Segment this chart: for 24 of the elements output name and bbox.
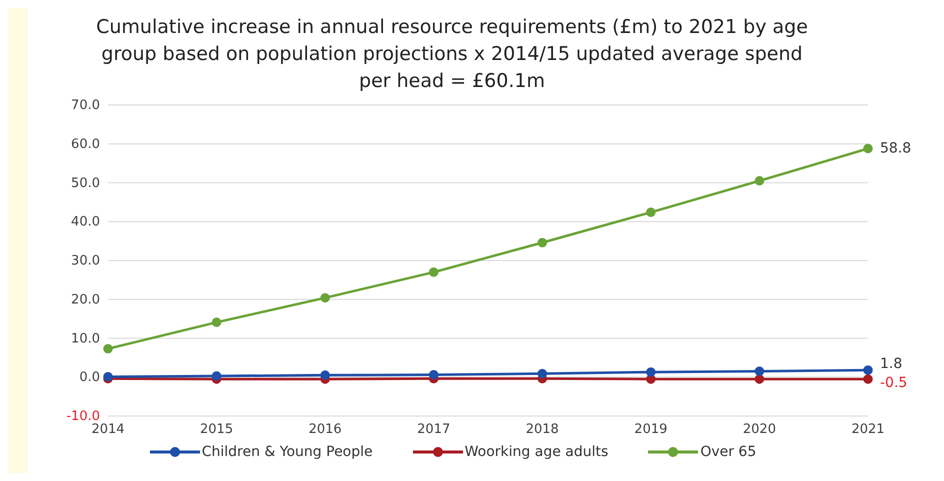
chart-title: Cumulative increase in annual resource requirements (£m) to 2021 by age group based on population projections x 2014/15 updated average spend per head = £60.1m — [95, 15, 809, 94]
x-tick-label: 2017 — [417, 422, 450, 438]
legend-label: Children & Young People — [202, 444, 373, 460]
x-tick-label: 2015 — [200, 422, 234, 438]
x-tick-label: 2020 — [742, 422, 776, 438]
y-tick-label: 10.0 — [71, 331, 100, 346]
legend-label: Over 65 — [700, 444, 756, 460]
y-tick-label: 70.0 — [71, 98, 100, 113]
data-label: 1.8 — [880, 356, 902, 372]
data-label: -0.5 — [880, 375, 908, 392]
y-tick-label: 20.0 — [71, 292, 100, 308]
x-tick-label: 2019 — [634, 422, 668, 438]
y-tick-label: 0.0 — [79, 370, 100, 386]
x-tick-label: 2021 — [851, 422, 885, 438]
y-tick-label: 60.0 — [71, 136, 100, 152]
y-tick-label: 30.0 — [71, 254, 100, 268]
y-tick-label: -10.0 — [66, 409, 100, 424]
data-label: 58.8 — [880, 140, 912, 157]
x-tick-label: 2018 — [526, 422, 559, 438]
x-tick-label: 2014 — [91, 422, 125, 438]
y-tick-label: 40.0 — [71, 214, 100, 230]
legend-label: Woorking age adults — [464, 444, 608, 460]
x-tick-label: 2016 — [308, 422, 342, 438]
y-tick-label: 50.0 — [71, 176, 100, 191]
